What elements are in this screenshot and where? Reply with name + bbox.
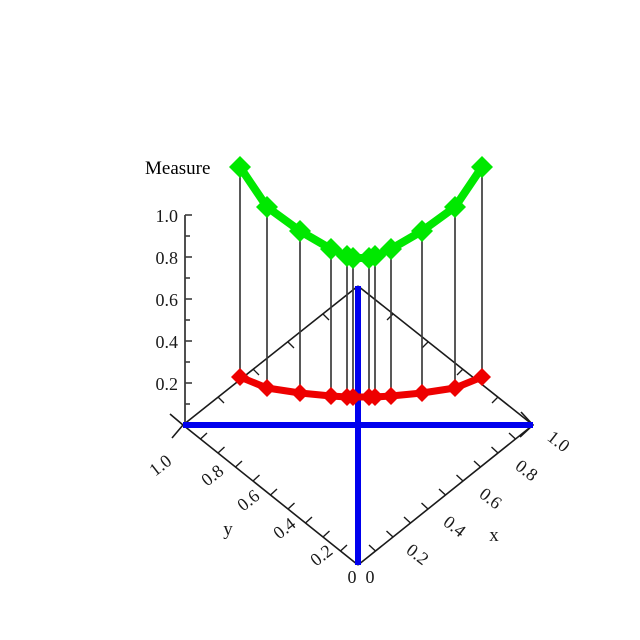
x-axis-tick-labels: 0 0.2 0.4 0.6 0.8 1.0 <box>366 426 574 587</box>
z-tick-0-8: 0.8 <box>156 248 179 268</box>
x-axis-label: x <box>489 525 499 546</box>
y-tick-0: 0 <box>348 567 357 587</box>
plot-title: Measure <box>145 158 210 179</box>
measure-curve <box>229 156 493 269</box>
y-tick-1-0: 1.0 <box>145 450 175 480</box>
measure-curve-markers <box>229 156 493 269</box>
y-axis-arrowhead <box>169 413 185 439</box>
y-tick-0-6: 0.6 <box>233 485 263 515</box>
base-edge-back-left <box>182 285 359 426</box>
y-axis-label: y <box>223 519 233 540</box>
y-tick-0-8: 0.8 <box>197 460 227 490</box>
y-tick-0-4: 0.4 <box>269 513 299 543</box>
z-axis-ticks <box>185 214 192 405</box>
drop-stems <box>239 167 483 397</box>
y-axis-ticks <box>200 432 348 552</box>
base-cross-lines <box>183 286 533 565</box>
measure-curve-line <box>236 163 486 262</box>
back-edge-ticks <box>217 313 499 404</box>
z-tick-0-6: 0.6 <box>156 290 179 310</box>
x-tick-0-6: 0.6 <box>476 483 506 513</box>
z-tick-1-0: 1.0 <box>156 206 179 226</box>
x-tick-1-0: 1.0 <box>544 426 574 456</box>
x-tick-0-4: 0.4 <box>440 511 470 541</box>
x-tick-0-8: 0.8 <box>512 455 542 485</box>
x-axis-ticks <box>368 432 516 552</box>
x-tick-0-2: 0.2 <box>403 539 433 569</box>
z-tick-0-4: 0.4 <box>156 332 179 352</box>
base-edge-back-right <box>357 285 534 426</box>
z-tick-0-2: 0.2 <box>156 374 179 394</box>
projection-curve-markers <box>231 368 491 406</box>
projection-curve <box>231 368 491 406</box>
y-axis-tick-labels: 1.0 0.8 0.6 0.4 0.2 0 <box>145 450 356 587</box>
x-tick-0: 0 <box>366 567 375 587</box>
